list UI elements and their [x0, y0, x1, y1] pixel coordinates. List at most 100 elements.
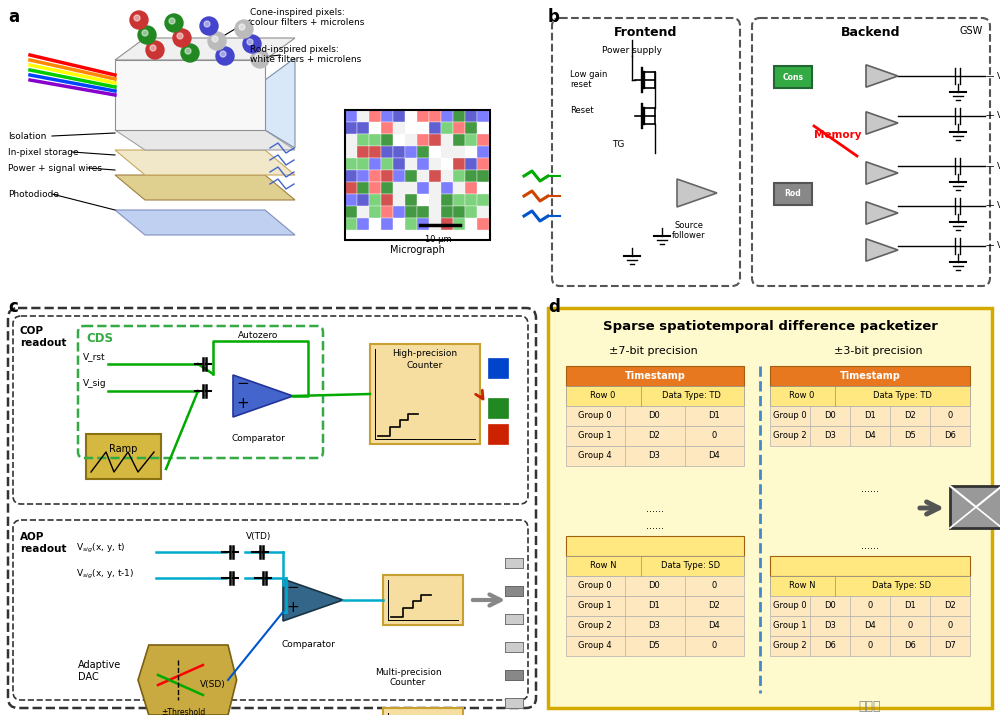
- Text: Group 2: Group 2: [773, 641, 807, 651]
- Text: Group 2: Group 2: [773, 431, 807, 440]
- Text: Timestamp: Timestamp: [625, 371, 685, 381]
- Bar: [465, 170, 477, 182]
- Text: Group 0: Group 0: [578, 581, 612, 591]
- Bar: [477, 170, 489, 182]
- Bar: [505, 558, 523, 568]
- Text: — V_rst: — V_rst: [986, 161, 1000, 170]
- Bar: [505, 642, 523, 652]
- Bar: [429, 218, 441, 230]
- Bar: [357, 122, 369, 134]
- Bar: [441, 122, 453, 134]
- Text: Autozero: Autozero: [238, 331, 278, 340]
- Bar: [441, 182, 453, 194]
- Bar: [429, 170, 441, 182]
- Circle shape: [165, 14, 183, 32]
- Bar: [405, 206, 417, 218]
- Bar: [369, 206, 381, 218]
- Text: D3: D3: [648, 451, 660, 460]
- Bar: [417, 122, 429, 134]
- Bar: [441, 206, 453, 218]
- Text: D0: D0: [648, 581, 660, 591]
- Bar: [393, 206, 405, 218]
- Bar: [453, 158, 465, 170]
- Text: Rod-inspired pixels:
white filters + microlens: Rod-inspired pixels: white filters + mic…: [250, 45, 361, 64]
- Text: 0: 0: [711, 431, 716, 440]
- Bar: [453, 122, 465, 134]
- Bar: [345, 170, 357, 182]
- Text: 0: 0: [711, 641, 716, 651]
- Bar: [505, 670, 523, 680]
- Text: Row 0: Row 0: [789, 392, 815, 400]
- Bar: [488, 398, 508, 418]
- Bar: [770, 386, 970, 406]
- Bar: [477, 158, 489, 170]
- Bar: [357, 134, 369, 146]
- Text: Group 0: Group 0: [773, 601, 807, 611]
- Bar: [369, 134, 381, 146]
- Bar: [345, 206, 357, 218]
- Bar: [357, 206, 369, 218]
- Bar: [441, 194, 453, 206]
- Bar: [453, 182, 465, 194]
- Bar: [345, 110, 490, 240]
- Bar: [770, 576, 970, 596]
- Polygon shape: [115, 210, 295, 235]
- Bar: [417, 158, 429, 170]
- Bar: [505, 698, 523, 708]
- Bar: [465, 158, 477, 170]
- Bar: [505, 614, 523, 624]
- Circle shape: [251, 50, 269, 68]
- Circle shape: [146, 41, 164, 59]
- Bar: [369, 110, 381, 122]
- Bar: [488, 358, 508, 378]
- Bar: [357, 146, 369, 158]
- Text: Timestamp: Timestamp: [840, 371, 900, 381]
- Bar: [345, 194, 357, 206]
- Polygon shape: [115, 38, 295, 60]
- Text: 0: 0: [907, 621, 913, 631]
- Circle shape: [181, 44, 199, 62]
- Bar: [357, 194, 369, 206]
- Bar: [381, 218, 393, 230]
- Polygon shape: [115, 60, 265, 130]
- Text: Sparse spatiotemporal difference packetizer: Sparse spatiotemporal difference packeti…: [603, 320, 937, 333]
- Bar: [381, 194, 393, 206]
- Text: In-pixel storage: In-pixel storage: [8, 148, 79, 157]
- Bar: [381, 146, 393, 158]
- Bar: [345, 134, 357, 146]
- Bar: [381, 110, 393, 122]
- Text: High-precision: High-precision: [392, 349, 458, 358]
- Text: D3: D3: [648, 621, 660, 631]
- Text: Isolation: Isolation: [8, 132, 46, 141]
- Bar: [505, 698, 523, 708]
- Polygon shape: [138, 645, 237, 715]
- Bar: [505, 642, 523, 652]
- Text: Photodiode: Photodiode: [8, 190, 59, 199]
- Bar: [770, 616, 970, 636]
- Text: Ramp: Ramp: [109, 444, 137, 454]
- Bar: [405, 110, 417, 122]
- Bar: [488, 424, 508, 444]
- Bar: [417, 182, 429, 194]
- Text: V(SD): V(SD): [200, 680, 226, 689]
- Text: D2: D2: [648, 431, 660, 440]
- Text: Group 4: Group 4: [578, 451, 612, 460]
- Polygon shape: [283, 579, 343, 621]
- Bar: [393, 122, 405, 134]
- Text: V_rst: V_rst: [83, 352, 106, 361]
- Bar: [465, 110, 477, 122]
- Text: D2: D2: [904, 412, 916, 420]
- Bar: [465, 134, 477, 146]
- Bar: [369, 218, 381, 230]
- Text: D6: D6: [944, 431, 956, 440]
- Circle shape: [138, 26, 156, 44]
- Bar: [405, 182, 417, 194]
- Bar: [429, 206, 441, 218]
- Text: ......: ......: [861, 484, 879, 494]
- Bar: [357, 158, 369, 170]
- Bar: [566, 366, 744, 386]
- Text: Group 1: Group 1: [578, 431, 612, 440]
- Text: Multi-precision
Counter: Multi-precision Counter: [375, 668, 441, 687]
- Polygon shape: [233, 375, 293, 417]
- Bar: [770, 636, 970, 656]
